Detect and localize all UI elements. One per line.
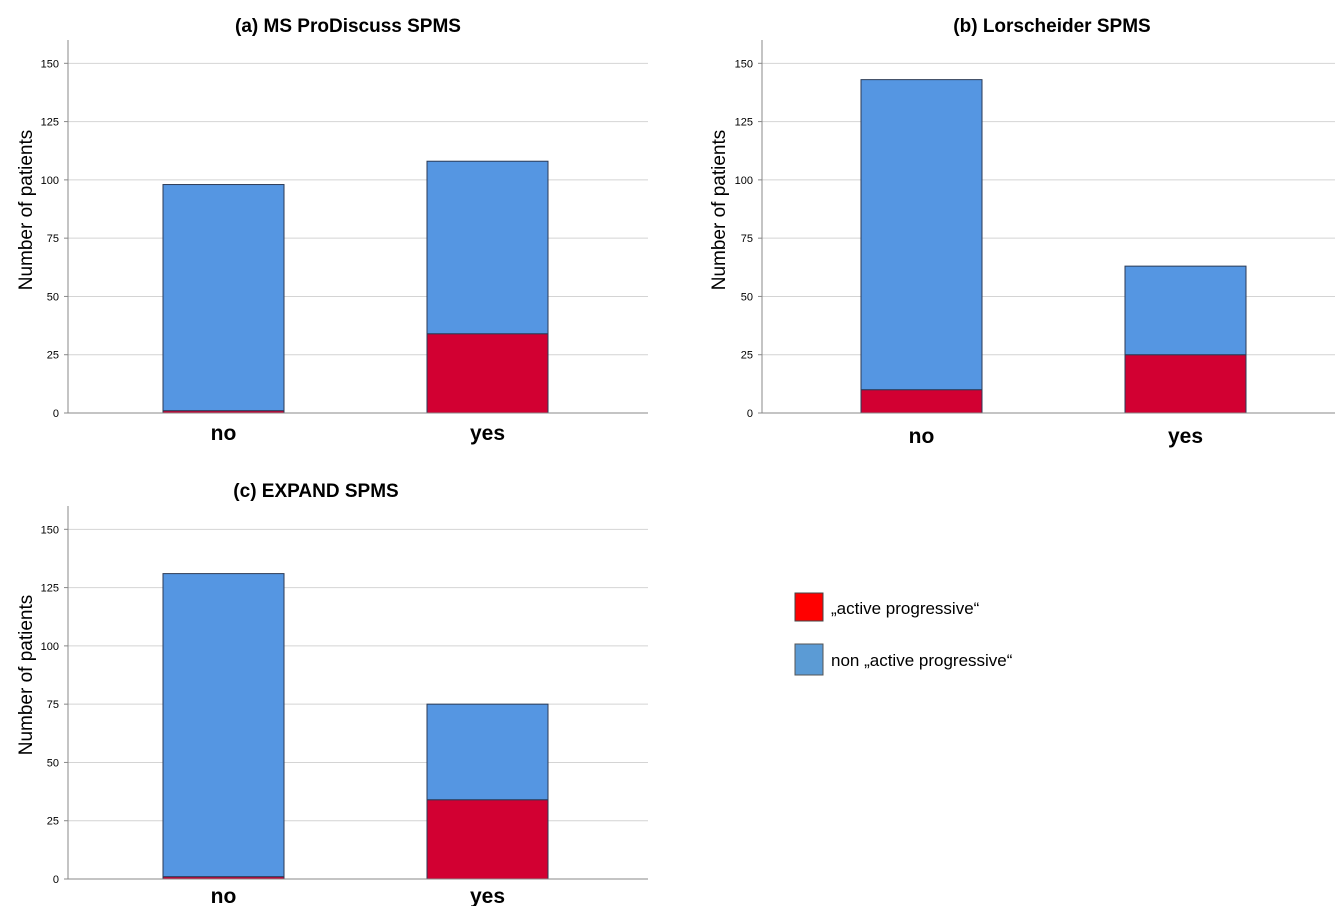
- y-tick-label: 125: [41, 583, 59, 595]
- y-tick-label: 125: [41, 117, 59, 129]
- y-tick-label: 75: [47, 699, 59, 711]
- legend-label-active: „active progressive“: [831, 599, 980, 618]
- chart-panel-a: (a) MS ProDiscuss SPMS Number of patient…: [16, 16, 648, 445]
- y-tick-label: 150: [41, 58, 59, 70]
- bar-segment-active-progressive-yes: [426, 333, 549, 414]
- y-tick-label: 50: [741, 291, 753, 303]
- y-tick-label: 100: [41, 641, 59, 653]
- y-tick-label: 150: [735, 58, 753, 70]
- y-tick-label: 100: [735, 175, 753, 187]
- y-tick-label: 25: [741, 350, 753, 362]
- chart-panel-c: (c) EXPAND SPMS Number of patients 0 25 50…: [16, 481, 648, 906]
- bar-segment-active-progressive-no: [860, 389, 983, 414]
- y-tick-label: 75: [47, 233, 59, 245]
- y-tick-label: 0: [53, 408, 59, 420]
- bar-segment-active-progressive-yes: [1124, 354, 1247, 414]
- chart-title: (a) MS ProDiscuss SPMS: [235, 16, 461, 37]
- x-tick-label: no: [909, 425, 935, 448]
- legend-swatch-active: [794, 592, 824, 622]
- bar-segment-non-active-progressive-yes: [426, 703, 549, 801]
- chart-title: (b) Lorscheider SPMS: [953, 16, 1150, 37]
- bar-segment-non-active-progressive-yes: [426, 160, 549, 335]
- legend: „active progressive“ non „active progres…: [794, 592, 1013, 676]
- legend-label-non-active: non „active progressive“: [831, 651, 1013, 670]
- x-tick-label: no: [211, 885, 237, 906]
- y-tick-label: 0: [53, 874, 59, 886]
- chart-panel-b: (b) Lorscheider SPMS Number of patients …: [709, 16, 1335, 448]
- bar-segment-active-progressive-yes: [426, 799, 549, 880]
- y-tick-label: 25: [47, 816, 59, 828]
- legend-swatch-non-active: [794, 643, 824, 676]
- y-tick-label: 150: [41, 524, 59, 536]
- y-tick-label: 0: [747, 408, 753, 420]
- legend-item-active: „active progressive“: [794, 592, 980, 622]
- y-axis-label: Number of patients: [16, 595, 37, 756]
- bar-segment-non-active-progressive-no: [860, 79, 983, 391]
- y-axis-label: Number of patients: [709, 130, 730, 291]
- y-tick-label: 50: [47, 291, 59, 303]
- bar-segment-non-active-progressive-no: [162, 573, 285, 878]
- y-tick-label: 25: [47, 350, 59, 362]
- y-tick-label: 75: [741, 233, 753, 245]
- y-tick-label: 125: [735, 117, 753, 129]
- x-tick-label: yes: [470, 422, 505, 445]
- bar-segment-non-active-progressive-no: [162, 184, 285, 412]
- x-tick-label: yes: [470, 885, 505, 906]
- y-tick-label: 50: [47, 757, 59, 769]
- y-tick-label: 100: [41, 175, 59, 187]
- legend-item-non-active: non „active progressive“: [794, 643, 1013, 676]
- chart-title: (c) EXPAND SPMS: [233, 481, 398, 502]
- bar-segment-non-active-progressive-yes: [1124, 265, 1247, 356]
- x-tick-label: no: [211, 422, 237, 445]
- x-tick-label: yes: [1168, 425, 1203, 448]
- y-axis-label: Number of patients: [16, 130, 37, 291]
